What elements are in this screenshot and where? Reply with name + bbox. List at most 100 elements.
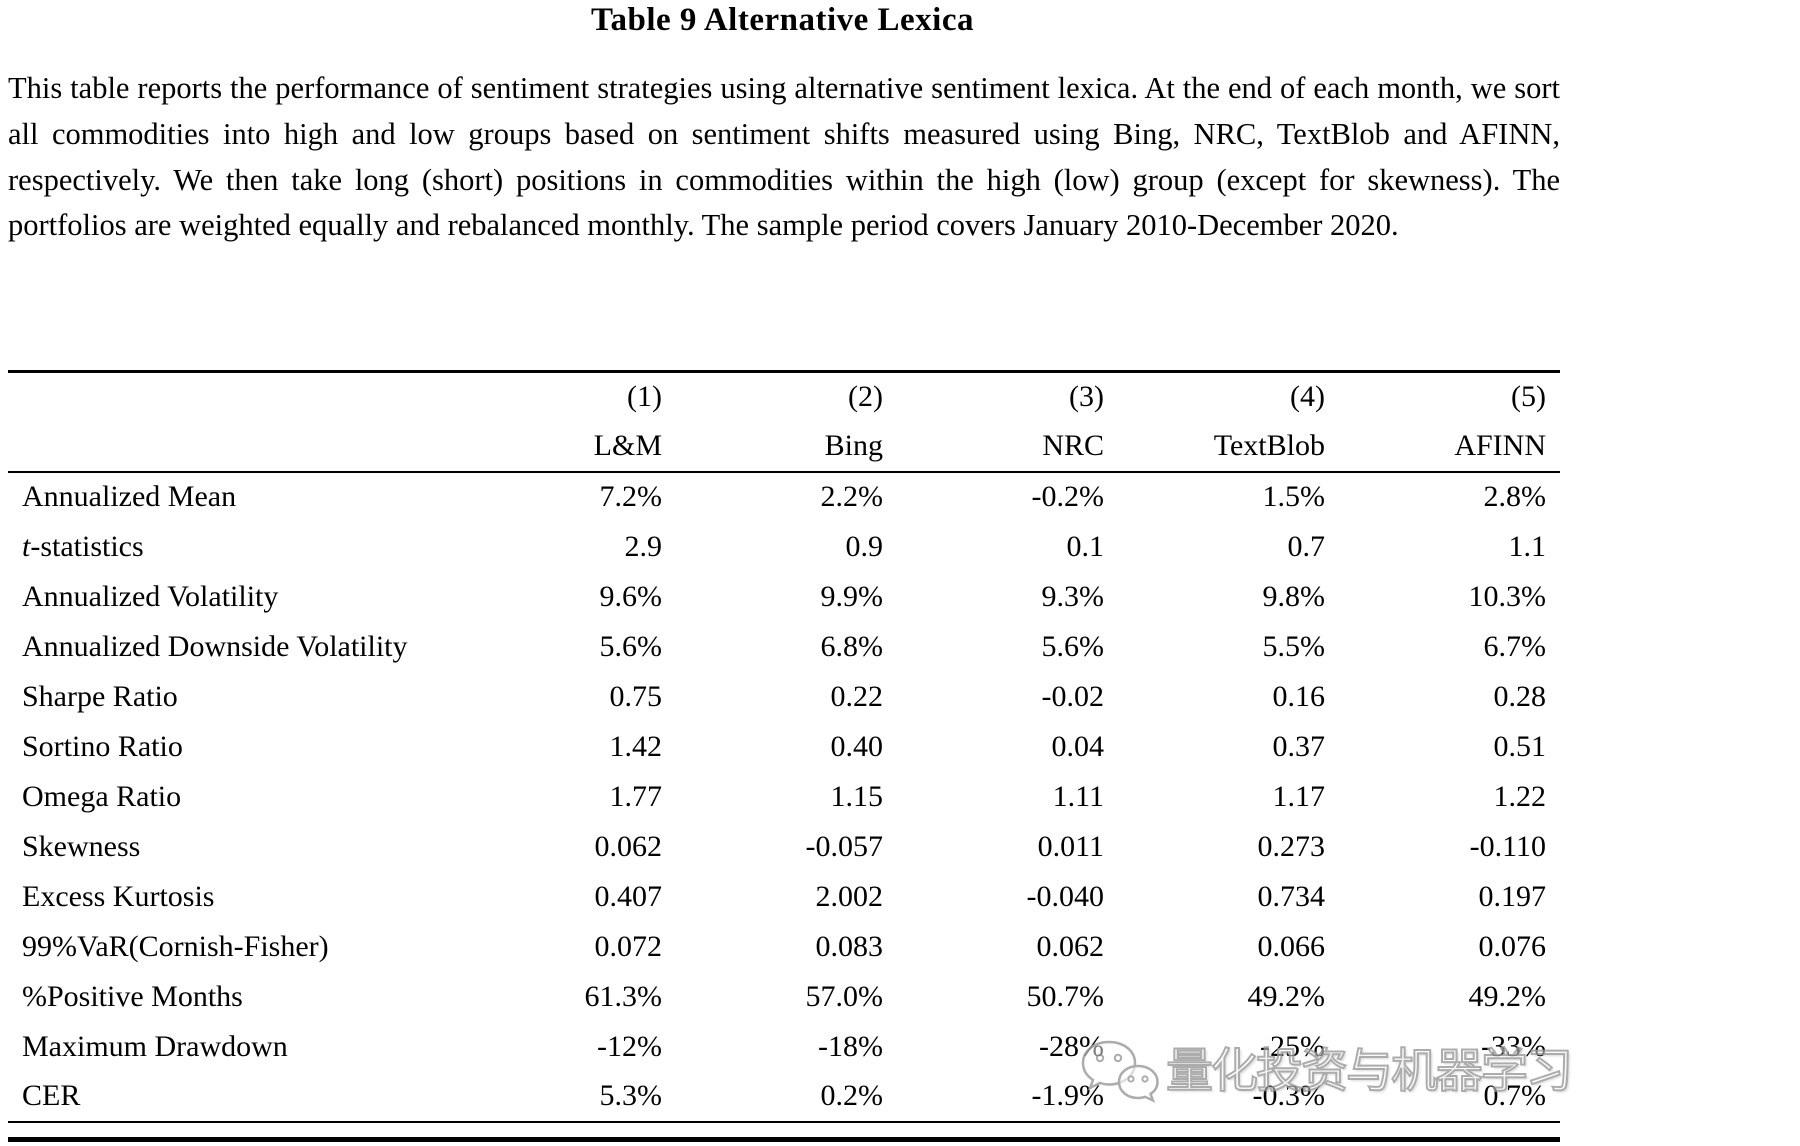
table-row: Sortino Ratio 1.42 0.40 0.04 0.37 0.51 [8, 722, 1560, 772]
cell-value: -18% [818, 1029, 883, 1063]
cell-value: 0.37 [1272, 729, 1326, 763]
cell-value: 0.9 [845, 529, 884, 563]
cell-value: -0.110 [1469, 829, 1546, 863]
cell-value: -33% [1481, 1029, 1546, 1063]
cell-value: 1.22 [1493, 779, 1547, 813]
cell-value: 0.407 [594, 879, 663, 913]
row-label: Excess Kurtosis [22, 879, 215, 913]
cell-value: 0.7% [1483, 1079, 1547, 1112]
cell-value: 0.062 [1036, 929, 1105, 963]
table-title: Table 9 Alternative Lexica [591, 2, 974, 38]
cell-value: 57.0% [805, 979, 884, 1013]
cell-value: -0.040 [1026, 879, 1105, 913]
cell-value: 0.7 [1287, 529, 1326, 563]
cell-value: -1.9% [1031, 1079, 1104, 1112]
row-label: Maximum Drawdown [22, 1029, 288, 1063]
cell-value: -0.3% [1252, 1079, 1325, 1112]
column-number: (4) [1290, 380, 1325, 414]
table-row: CER 5.3% 0.2% -1.9% -0.3% 0.7% [8, 1072, 1560, 1122]
cell-value: -0.2% [1031, 480, 1104, 513]
cell-value: 49.2% [1468, 979, 1547, 1013]
column-name: L&M [593, 429, 662, 462]
table-row: %Positive Months 61.3% 57.0% 50.7% 49.2% 49.2… [8, 972, 1560, 1022]
bottom-double-rule [8, 1137, 1560, 1142]
cell-value: 0.197 [1478, 879, 1547, 913]
cell-value: 2.8% [1483, 480, 1547, 513]
cell-value: 0.51 [1493, 729, 1547, 763]
cell-value: 50.7% [1026, 979, 1105, 1013]
cell-value: 0.28 [1493, 679, 1547, 713]
row-label: Skewness [22, 829, 141, 863]
cell-value: 0.04 [1051, 729, 1105, 763]
cell-value: 0.2% [820, 1079, 884, 1112]
cell-value: 49.2% [1247, 979, 1326, 1013]
row-label: Annualized Volatility [22, 579, 279, 613]
row-label: Sortino Ratio [22, 729, 183, 763]
row-label: t-statistics [22, 529, 144, 563]
row-label: Omega Ratio [22, 779, 182, 813]
table-row: Annualized Mean 7.2% 2.2% -0.2% 1.5% 2.8% [8, 472, 1560, 522]
cell-value: 9.9% [820, 579, 884, 613]
column-number: (2) [848, 380, 883, 414]
cell-value: 0.273 [1257, 829, 1326, 863]
cell-value: 9.8% [1262, 579, 1326, 613]
table-row: Omega Ratio 1.77 1.15 1.11 1.17 1.22 [8, 772, 1560, 822]
cell-value: 2.2% [820, 480, 884, 513]
cell-value: 10.3% [1468, 579, 1547, 613]
column-name: TextBlob [1213, 429, 1325, 462]
cell-value: 0.066 [1257, 929, 1326, 963]
cell-value: 5.6% [599, 629, 663, 663]
cell-value: -0.02 [1041, 679, 1105, 713]
cell-value: 6.7% [1483, 629, 1547, 663]
table-row: t-statistics 2.9 0.9 0.1 0.7 1.1 [8, 522, 1560, 572]
cell-value: 1.1 [1508, 529, 1547, 563]
cell-value: 7.2% [599, 480, 663, 513]
cell-value: 1.5% [1262, 480, 1326, 513]
row-label: Sharpe Ratio [22, 679, 178, 713]
header-empty-cell [8, 372, 455, 422]
cell-value: 5.5% [1262, 629, 1326, 663]
cell-value: 0.083 [815, 929, 884, 963]
table-description: This table reports the performance of se… [8, 71, 1560, 243]
table-row: Annualized Volatility 9.6% 9.9% 9.3% 9.8% 10.… [8, 572, 1560, 622]
cell-value: 0.072 [594, 929, 663, 963]
cell-value: 9.6% [599, 579, 663, 613]
table-header: (1) (2) (3) (4) (5) L&M Bing NRC TextBlob AFINN [8, 372, 1560, 472]
cell-value: 1.42 [609, 729, 663, 763]
cell-value: 0.011 [1037, 829, 1104, 863]
cell-value: -25% [1260, 1029, 1325, 1063]
header-row: (1) (2) (3) (4) (5) [8, 372, 1560, 422]
column-name: AFINN [1454, 429, 1546, 462]
cell-value: 0.75 [609, 679, 663, 713]
row-label: Annualized Mean [22, 480, 237, 513]
cell-value: 2.002 [815, 879, 884, 913]
cell-value: 0.062 [594, 829, 663, 863]
cell-value: -28% [1039, 1029, 1104, 1063]
row-label: 99%VaR(Cornish-Fisher) [22, 929, 329, 963]
table-row: Excess Kurtosis 0.407 2.002 -0.040 0.734 0.19… [8, 872, 1560, 922]
row-label: %Positive Months [22, 979, 243, 1013]
header-empty-cell [8, 422, 455, 472]
table-row: 99%VaR(Cornish-Fisher) 0.072 0.083 0.062 0.0… [8, 922, 1560, 972]
table-body: Annualized Mean 7.2% 2.2% -0.2% 1.5% 2.8% t-st… [8, 472, 1560, 1122]
cell-value: 0.22 [830, 679, 884, 713]
column-number: (5) [1511, 380, 1546, 414]
row-label: Annualized Downside Volatility [22, 629, 408, 663]
cell-value: -0.057 [805, 829, 884, 863]
cell-value: 1.15 [830, 779, 884, 813]
cell-value: 5.3% [599, 1079, 663, 1112]
cell-value: 0.1 [1066, 529, 1105, 563]
header-row: L&M Bing NRC TextBlob AFINN [8, 422, 1560, 472]
cell-value: 61.3% [584, 979, 663, 1013]
column-number: (3) [1069, 380, 1104, 414]
cell-value: 1.77 [609, 779, 663, 813]
cell-value: 6.8% [820, 629, 884, 663]
cell-value: 0.076 [1478, 929, 1547, 963]
table-row: Skewness 0.062 -0.057 0.011 0.273 -0.110 [8, 822, 1560, 872]
cell-value: 9.3% [1041, 579, 1105, 613]
cell-value: 0.734 [1257, 879, 1326, 913]
column-name: NRC [1042, 429, 1104, 462]
cell-value: 0.40 [830, 729, 884, 763]
cell-value: 0.16 [1272, 679, 1326, 713]
cell-value: 1.17 [1272, 779, 1326, 813]
